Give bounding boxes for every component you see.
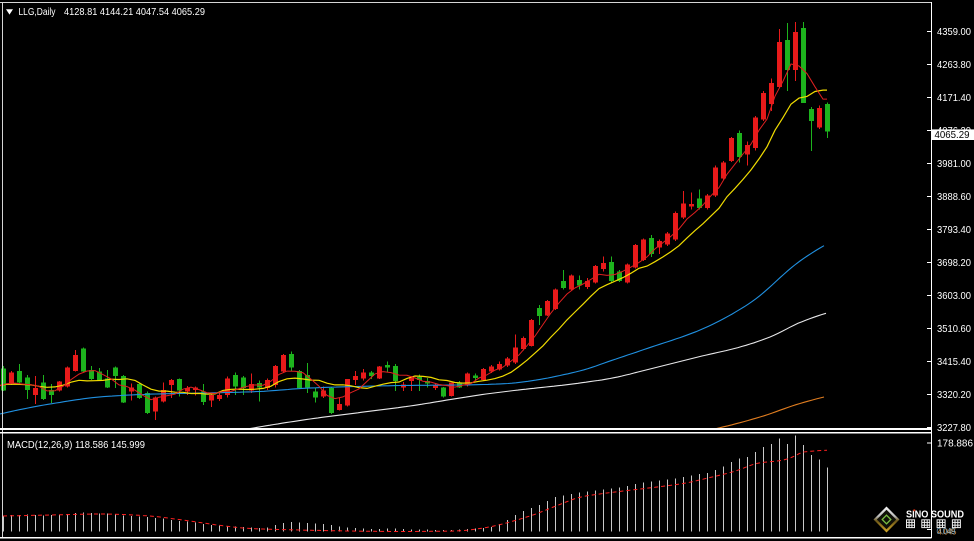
svg-text:3227.80: 3227.80	[937, 422, 971, 434]
svg-text:3888.60: 3888.60	[937, 191, 971, 203]
svg-text:3415.40: 3415.40	[937, 356, 971, 368]
svg-text:3603.00: 3603.00	[937, 290, 971, 302]
svg-text:MACD(12,26,9) 118.586 145.999: MACD(12,26,9) 118.586 145.999	[7, 439, 145, 451]
svg-text:4263.80: 4263.80	[937, 59, 971, 71]
svg-text:3510.60: 3510.60	[937, 323, 971, 335]
svg-text:4359.00: 4359.00	[937, 26, 971, 38]
svg-text:3981.00: 3981.00	[937, 158, 971, 170]
svg-text:4171.40: 4171.40	[937, 92, 971, 104]
svg-text:178.886: 178.886	[937, 438, 973, 450]
svg-text:4128.81 4144.21 4047.54 4065.2: 4128.81 4144.21 4047.54 4065.29	[64, 6, 205, 18]
svg-text:0.049: 0.049	[937, 527, 957, 536]
svg-text:LLG,Daily: LLG,Daily	[19, 6, 57, 18]
svg-text:3698.20: 3698.20	[937, 257, 971, 269]
svg-text:4065.29: 4065.29	[935, 129, 970, 141]
svg-text:3793.40: 3793.40	[937, 224, 971, 236]
svg-text:SINO SOUND: SINO SOUND	[906, 510, 964, 521]
svg-text:3320.20: 3320.20	[937, 389, 971, 401]
svg-text:4.045: 4.045	[938, 528, 958, 537]
